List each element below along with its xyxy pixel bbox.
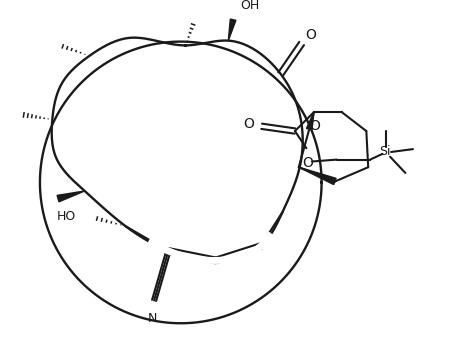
Polygon shape [228,19,236,41]
Text: Si: Si [379,145,390,158]
Text: O: O [302,156,313,170]
Text: OH: OH [240,0,259,12]
Text: O: O [243,117,254,132]
Text: HO: HO [57,210,76,223]
Text: O: O [309,119,320,133]
Text: O: O [306,27,316,42]
Text: N: N [148,312,157,325]
Polygon shape [299,167,336,184]
Polygon shape [57,191,85,202]
Polygon shape [306,112,314,130]
